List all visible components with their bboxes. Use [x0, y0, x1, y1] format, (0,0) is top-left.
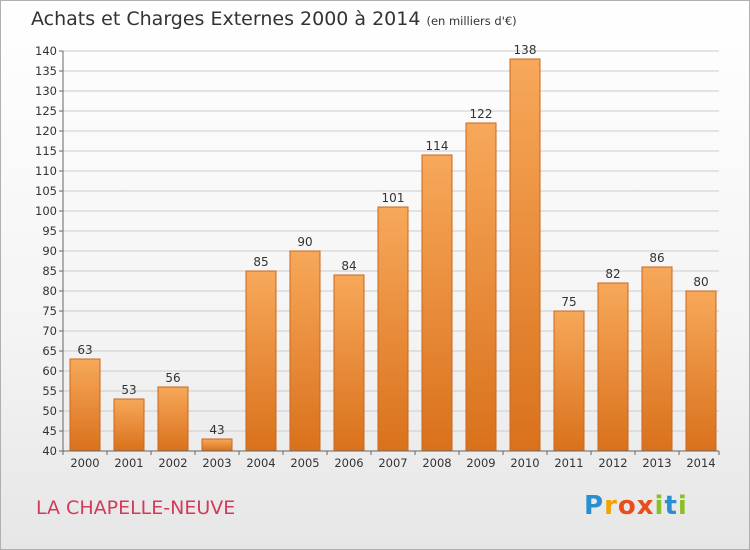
y-tick-label: 70 — [42, 324, 57, 338]
x-tick-label: 2005 — [290, 456, 319, 470]
logo-letter: x — [636, 491, 655, 521]
y-tick-label: 60 — [42, 364, 57, 378]
data-label: 53 — [121, 383, 136, 397]
x-tick-label: 2004 — [246, 456, 275, 470]
bar — [289, 250, 321, 452]
bar — [685, 290, 717, 452]
x-tick-label: 2008 — [422, 456, 451, 470]
chart-title-text: Achats et Charges Externes 2000 à 2014 — [31, 8, 421, 30]
data-label: 75 — [561, 295, 576, 309]
y-tick-label: 80 — [42, 284, 57, 298]
bar — [509, 58, 541, 452]
x-tick-label: 2006 — [334, 456, 363, 470]
data-label: 85 — [253, 255, 268, 269]
bar — [553, 310, 585, 452]
logo-letter: P — [584, 491, 605, 521]
data-labels: 63 53 56 43 85 90 84 101 114 122 138 75 82 86 80 — [77, 43, 708, 437]
y-tick-label: 105 — [35, 184, 57, 198]
x-tick-label: 2003 — [202, 456, 231, 470]
y-tick-label: 85 — [42, 264, 57, 278]
logo-letter: i — [654, 491, 665, 521]
x-tick-label: 2014 — [686, 456, 715, 470]
y-axis-ticks: 40 45 50 55 60 65 70 75 80 85 90 95 100 105 110 115 120 1… — [35, 44, 63, 458]
x-tick-label: 2001 — [114, 456, 143, 470]
bar — [69, 358, 101, 452]
y-tick-label: 115 — [35, 144, 57, 158]
x-tick-label: 2013 — [642, 456, 671, 470]
data-label: 86 — [649, 251, 664, 265]
y-tick-label: 45 — [42, 424, 57, 438]
proxiti-logo: Proxiti — [584, 491, 688, 521]
logo-letter: r — [604, 491, 618, 521]
data-label: 84 — [341, 259, 356, 273]
bar — [201, 438, 233, 452]
logo-letter: o — [617, 491, 637, 521]
bar — [113, 398, 145, 452]
bar — [157, 386, 189, 452]
y-tick-label: 90 — [42, 244, 57, 258]
data-label: 114 — [426, 139, 449, 153]
logo-letter: i — [677, 491, 688, 521]
chart-title: Achats et Charges Externes 2000 à 2014 (e… — [31, 8, 517, 30]
y-tick-label: 140 — [35, 44, 57, 58]
bar — [597, 282, 629, 452]
data-label: 56 — [165, 371, 180, 385]
y-tick-label: 110 — [35, 164, 57, 178]
data-label: 101 — [382, 191, 405, 205]
bar — [333, 274, 365, 452]
logo-letter: t — [664, 491, 678, 521]
x-tick-label: 2011 — [554, 456, 583, 470]
bar — [465, 122, 497, 452]
bar — [641, 266, 673, 452]
x-tick-label: 2000 — [70, 456, 99, 470]
y-tick-label: 100 — [35, 204, 57, 218]
bars — [69, 58, 717, 452]
bar — [245, 270, 277, 452]
x-tick-label: 2012 — [598, 456, 627, 470]
data-label: 90 — [297, 235, 312, 249]
y-tick-label: 95 — [42, 224, 57, 238]
y-tick-label: 40 — [42, 444, 57, 458]
bar — [421, 154, 453, 452]
data-label: 80 — [693, 275, 708, 289]
y-tick-label: 55 — [42, 384, 57, 398]
y-tick-label: 50 — [42, 404, 57, 418]
y-tick-label: 120 — [35, 124, 57, 138]
y-tick-label: 65 — [42, 344, 57, 358]
y-tick-label: 130 — [35, 84, 57, 98]
x-axis-ticks: 2000 2001 2002 2003 2004 2005 2006 2007 2008 2009… — [62, 451, 720, 470]
data-label: 82 — [605, 267, 620, 281]
chart-subtitle: (en milliers d'€) — [426, 14, 517, 28]
x-tick-label: 2010 — [510, 456, 539, 470]
data-label: 122 — [470, 107, 493, 121]
y-tick-label: 125 — [35, 104, 57, 118]
commune-name: LA CHAPELLE-NEUVE — [36, 497, 236, 519]
data-label: 138 — [514, 43, 537, 57]
bar — [377, 206, 409, 452]
x-tick-label: 2002 — [158, 456, 187, 470]
x-tick-label: 2009 — [466, 456, 495, 470]
data-label: 43 — [209, 423, 224, 437]
y-tick-label: 75 — [42, 304, 57, 318]
data-label: 63 — [77, 343, 92, 357]
y-tick-label: 135 — [35, 64, 57, 78]
x-tick-label: 2007 — [378, 456, 407, 470]
